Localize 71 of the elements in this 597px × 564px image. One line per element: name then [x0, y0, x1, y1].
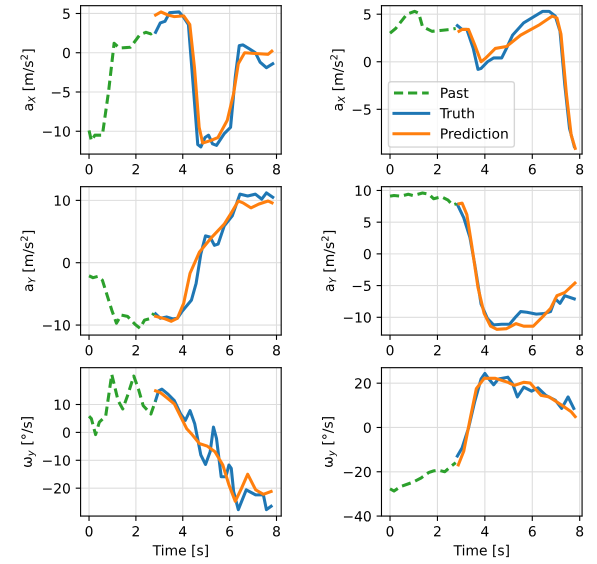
line-series [456, 376, 577, 466]
x-tick-label: 6 [226, 164, 234, 174]
x-tick-label: 0 [86, 345, 93, 356]
y-tick-label: −20 [344, 466, 371, 478]
x-tick-label: 4 [481, 164, 488, 174]
y-axis-title: a$_{X}$ [m/s$^{2}$] [330, 50, 346, 111]
line-series [388, 461, 458, 493]
y-tick-label: −20 [43, 483, 70, 494]
legend-label: Past [441, 88, 468, 98]
x-tick-label: 2 [132, 526, 139, 536]
x-tick-label: 8 [576, 345, 584, 356]
legend-label: Prediction [441, 128, 508, 139]
y-tick-label: −10 [43, 126, 70, 137]
x-tick-label: 0 [386, 526, 394, 537]
x-axis-title: Time [s] [454, 544, 509, 558]
y-tick-label: 20 [355, 378, 371, 389]
x-axis-title: Time [s] [152, 544, 208, 558]
x-tick-label: 0 [386, 164, 394, 174]
x-tick-label: 8 [576, 164, 584, 174]
x-tick-label: 2 [434, 526, 440, 536]
y-tick-label: 5 [63, 8, 70, 19]
y-axis-title: a$_{Y}$ [m/s$^{2}$] [20, 230, 36, 292]
y-tick-label: 0 [62, 427, 70, 438]
x-tick-label: 2 [132, 345, 139, 356]
legend-label: Truth [440, 108, 474, 118]
y-tick-label: −5 [352, 104, 371, 115]
line-series [88, 30, 156, 142]
y-tick-label: 5 [364, 217, 371, 228]
x-tick-label: 8 [273, 526, 280, 537]
y-tick-label: 5 [364, 9, 371, 20]
y-tick-label: 0 [62, 48, 70, 58]
y-tick-label: 10 [54, 195, 70, 206]
x-tick-label: 4 [179, 164, 186, 174]
x-tick-label: 8 [273, 345, 280, 356]
x-tick-label: 0 [386, 345, 394, 356]
y-tick-label: 0 [364, 422, 371, 433]
y-tick-label: 10 [356, 185, 371, 196]
y-tick-label: 0 [364, 56, 371, 68]
y-tick-label: 0 [62, 258, 70, 268]
y-tick-label: −10 [344, 312, 371, 323]
x-tick-label: 6 [528, 345, 536, 356]
x-tick-label: 2 [132, 164, 139, 174]
x-tick-label: 4 [481, 345, 488, 356]
x-tick-label: 4 [481, 526, 488, 536]
y-axis-title: a$_{X}$ [m/s$^{2}$] [20, 50, 36, 111]
x-tick-label: 6 [226, 526, 234, 537]
x-tick-label: 6 [528, 526, 536, 537]
y-tick-label: 10 [54, 399, 70, 410]
x-tick-label: 2 [434, 345, 440, 356]
y-tick-label: −5 [52, 87, 70, 98]
x-tick-label: 4 [179, 345, 186, 356]
line-series [88, 372, 158, 436]
y-tick-label: −40 [344, 511, 371, 522]
x-tick-label: 8 [273, 164, 280, 174]
x-tick-label: 8 [576, 526, 584, 537]
x-tick-label: 0 [86, 526, 93, 537]
line-series [388, 191, 458, 207]
x-tick-label: 6 [528, 164, 536, 174]
x-tick-label: 0 [86, 164, 93, 174]
y-tick-label: −10 [43, 320, 70, 331]
y-tick-label: −5 [352, 280, 371, 292]
x-tick-label: 2 [434, 164, 440, 174]
x-tick-label: 4 [179, 526, 186, 536]
y-axis-title: a$_{Y}$ [m/s$^{2}$] [321, 230, 336, 292]
line-series [388, 10, 458, 35]
line-series [88, 274, 156, 330]
y-tick-label: 0 [364, 248, 371, 260]
y-tick-label: −10 [43, 455, 70, 466]
x-tick-label: 6 [226, 345, 234, 356]
y-axis-title: ω$_{y}$ [°/s] [322, 417, 337, 467]
y-axis-title: ω$_{y}$ [°/s] [21, 417, 36, 467]
